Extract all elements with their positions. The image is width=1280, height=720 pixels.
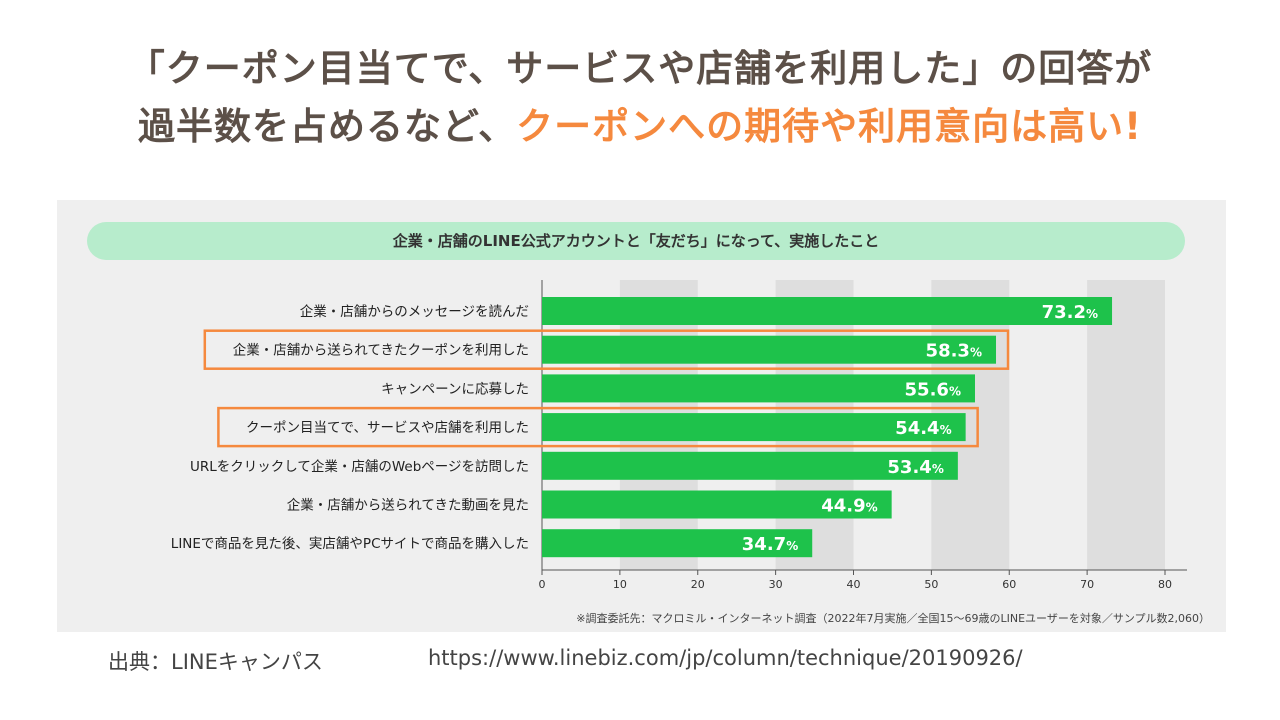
bar xyxy=(542,413,966,442)
x-tick-label: 60 xyxy=(1002,578,1016,591)
highlight-box xyxy=(217,406,979,448)
x-tick-label: 70 xyxy=(1080,578,1094,591)
bar-chart: 0 10 20 30 40 50 60 70 80 企業・店舗からのメッセージを読んだ 73.2% 企… xyxy=(171,280,1187,591)
value-label: 44.9% xyxy=(821,496,877,517)
bar xyxy=(542,451,958,480)
value-label: 53.4% xyxy=(887,457,943,478)
headline-line-2: 過半数を占めるなど、クーポンへの期待や利用意向は高い! xyxy=(0,98,1280,156)
value-label: 55.6% xyxy=(905,379,961,400)
grid-band xyxy=(1087,280,1165,570)
chart-title: 企業・店舗のLINE公式アカウントと「友だち」になって、実施したこと xyxy=(87,222,1185,260)
bar xyxy=(542,529,813,558)
bar xyxy=(542,335,997,364)
headline: 「クーポン目当てで、サービスや店舗を利用した」の回答が 過半数を占めるなど、クー… xyxy=(0,40,1280,156)
headline-line-1: 「クーポン目当てで、サービスや店舗を利用した」の回答が xyxy=(127,47,1153,90)
highlight-box xyxy=(203,329,1010,370)
source-url[interactable]: https://www.linebiz.com/jp/column/techni… xyxy=(428,646,1023,670)
x-tick-label: 50 xyxy=(924,578,938,591)
category-label: キャンペーンに応募した xyxy=(381,381,529,397)
chart-panel: 企業・店舗のLINE公式アカウントと「友だち」になって、実施したこと 0 10 20… xyxy=(57,200,1226,632)
bar xyxy=(542,297,1113,325)
category-label: LINEで商品を見た後、実店舗やPCサイトで商品を購入した xyxy=(171,536,529,552)
value-label: 54.4% xyxy=(895,418,951,439)
headline-line-2-accent: クーポンへの期待や利用意向は高い! xyxy=(516,105,1143,148)
headline-line-2-plain: 過半数を占めるなど、 xyxy=(137,105,517,148)
x-tick-label: 20 xyxy=(691,578,705,591)
x-tick-label: 40 xyxy=(847,578,861,591)
bar xyxy=(542,374,975,403)
category-label: 企業・店舗から送られてきた動画を見た xyxy=(287,497,529,514)
chart-footnote: ※調査委託先：マクロミル・インターネット調査（2022年7月実施／全国15〜69… xyxy=(576,612,1210,625)
x-tick-label: 0 xyxy=(539,578,546,591)
category-label: クーポン目当てで、サービスや店舗を利用した xyxy=(246,420,529,436)
category-label: 企業・店舗から送られてきたクーポンを利用した xyxy=(233,342,529,359)
category-label: 企業・店舗からのメッセージを読んだ xyxy=(300,303,529,320)
x-tick-label: 10 xyxy=(613,578,627,591)
category-label: URLをクリックして企業・店舗のWebページを訪問した xyxy=(190,458,529,475)
source-label: 出典：LINEキャンパス xyxy=(108,650,323,674)
bar xyxy=(542,490,892,519)
value-label: 73.2% xyxy=(1042,302,1098,323)
x-tick-label: 30 xyxy=(769,578,783,591)
x-tick-label: 80 xyxy=(1158,578,1172,591)
value-label: 58.3% xyxy=(926,341,982,362)
value-label: 34.7% xyxy=(742,534,798,555)
